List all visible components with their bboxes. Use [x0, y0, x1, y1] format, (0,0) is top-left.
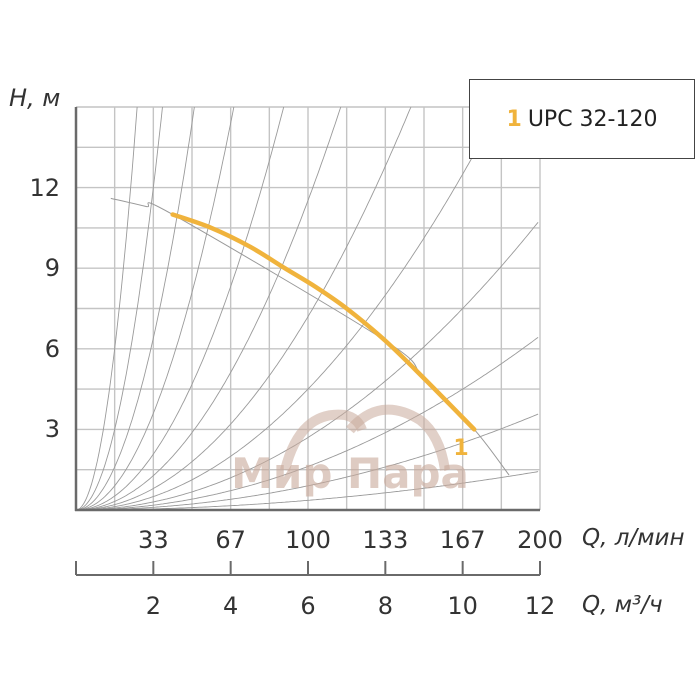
x-tick-label-m3h: 10 [447, 592, 478, 620]
legend-box: 1 UPC 32-120 [469, 79, 695, 159]
x-tick-label-m3h: 6 [300, 592, 316, 620]
y-axis-label: H, м [9, 84, 61, 112]
x-tick-label-lmin: 167 [439, 526, 486, 554]
curve-marker-1: 1 [453, 436, 468, 461]
legend-label: UPC 32-120 [527, 106, 658, 132]
x-tick-label-m3h: 12 [524, 592, 556, 620]
y-tick-label: 9 [44, 254, 60, 283]
system-curves [76, 107, 539, 510]
y-tick-label: 3 [44, 415, 60, 444]
x-tick-label-lmin: 33 [138, 526, 169, 554]
x-tick-label-lmin: 200 [517, 526, 563, 554]
x-tick-label-lmin: 133 [362, 526, 409, 554]
watermark-text: Мир Пара [231, 449, 469, 498]
x-axis-label-lmin: Q, л/мин [582, 525, 685, 551]
y-tick-label: 12 [29, 173, 60, 202]
series-lines [110, 197, 510, 476]
x-axis-label-m3h: Q, м³/ч [582, 592, 663, 618]
watermark-logo: Мир Пара [231, 404, 469, 498]
axes [74, 107, 541, 576]
x-tick-label-m3h: 2 [145, 592, 161, 620]
y-tick-label: 6 [44, 334, 60, 363]
x-tick-label-m3h: 8 [377, 592, 393, 620]
x-tick-label-lmin: 67 [215, 526, 246, 554]
x-tick-label-lmin: 100 [285, 526, 331, 554]
x-tick-label-m3h: 4 [223, 592, 239, 620]
legend-number: 1 [506, 106, 522, 132]
